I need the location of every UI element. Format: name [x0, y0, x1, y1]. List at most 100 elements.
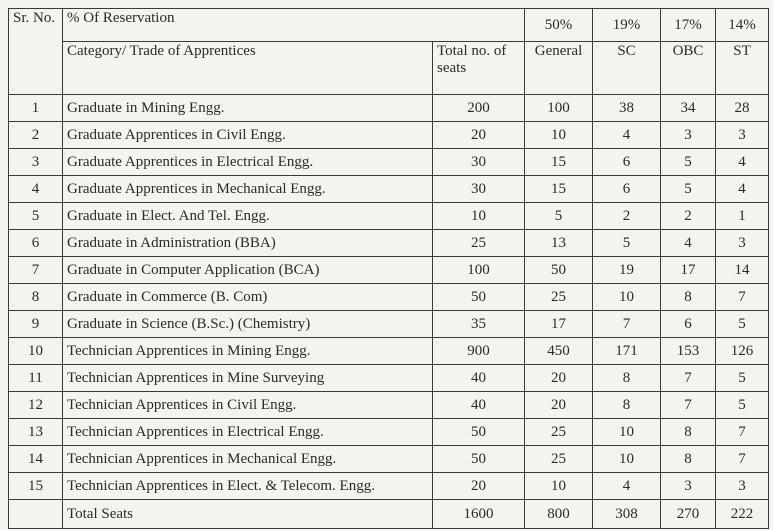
- value-cell: 6: [592, 148, 661, 176]
- data-row: 10 Technician Apprentices in Mining Engg.…: [8, 337, 769, 365]
- value-cell: 10: [524, 121, 593, 149]
- value-cell: 10: [592, 283, 661, 311]
- total-label: Total Seats: [62, 499, 433, 529]
- value-cell: 4: [715, 175, 769, 203]
- value-cell: 4: [8, 175, 63, 203]
- data-row: 1 Graduate in Mining Engg. 200 100 38 34 28: [8, 94, 769, 122]
- total-row: Total Seats 1600 800 308 270 222: [8, 499, 769, 529]
- value-cell: 5: [524, 202, 593, 230]
- value-cell: 8: [660, 283, 716, 311]
- value-cell: 38: [592, 94, 661, 122]
- value-cell: 5: [8, 202, 63, 230]
- value-cell: 15: [524, 175, 593, 203]
- value-cell: 153: [660, 337, 716, 365]
- category-cell: Technician Apprentices in Mine Surveying: [62, 364, 433, 392]
- value-cell: 30: [432, 175, 525, 203]
- value-cell: 50: [524, 256, 593, 284]
- value-cell: 40: [432, 391, 525, 419]
- value-cell: 17: [660, 256, 716, 284]
- value-cell: 13: [524, 229, 593, 257]
- value-cell: 20: [432, 472, 525, 500]
- value-cell: 900: [432, 337, 525, 365]
- value-cell: 30: [432, 148, 525, 176]
- category-cell: Graduate Apprentices in Electrical Engg.: [62, 148, 433, 176]
- value-cell: 5: [715, 391, 769, 419]
- value-cell: 10: [432, 202, 525, 230]
- value-cell: 28: [715, 94, 769, 122]
- header-cell: % Of Reservation: [62, 8, 525, 42]
- value-cell: 126: [715, 337, 769, 365]
- value-cell: 7: [715, 445, 769, 473]
- value-cell: 17: [524, 310, 593, 338]
- value-cell: 15: [524, 148, 593, 176]
- category-cell: Graduate Apprentices in Civil Engg.: [62, 121, 433, 149]
- header-cell: Category/ Trade of Apprentices: [62, 41, 433, 95]
- data-row: 7 Graduate in Computer Application (BCA) 1…: [8, 256, 769, 284]
- header-cell: 17%: [660, 8, 716, 42]
- data-row: 2 Graduate Apprentices in Civil Engg. 20 10…: [8, 121, 769, 149]
- value-cell: 4: [592, 472, 661, 500]
- value-cell: 200: [432, 94, 525, 122]
- data-row: 15 Technician Apprentices in Elect. & Tel…: [8, 472, 769, 500]
- value-cell: 8: [592, 364, 661, 392]
- value-cell: 1: [8, 94, 63, 122]
- data-row: 6 Graduate in Administration (BBA) 25 13 5 4 3: [8, 229, 769, 257]
- value-cell: 7: [660, 391, 716, 419]
- header-cell: 14%: [715, 8, 769, 42]
- total-value: 800: [524, 499, 593, 529]
- header-cell: ST: [715, 41, 769, 95]
- value-cell: 171: [592, 337, 661, 365]
- value-cell: 10: [8, 337, 63, 365]
- category-cell: Technician Apprentices in Elect. & Telec…: [62, 472, 433, 500]
- header-row: Category/ Trade of Apprentices Total no.…: [9, 41, 769, 95]
- value-cell: 100: [432, 256, 525, 284]
- value-cell: 25: [524, 445, 593, 473]
- empty-cell: [8, 499, 63, 529]
- value-cell: 50: [432, 283, 525, 311]
- header-cell: Sr. No.: [8, 8, 63, 95]
- value-cell: 3: [715, 472, 769, 500]
- value-cell: 2: [8, 121, 63, 149]
- value-cell: 3: [715, 229, 769, 257]
- value-cell: 20: [524, 364, 593, 392]
- reservation-table: Sr. No. % Of Reservation 50% 19% 17% 14%…: [8, 8, 769, 529]
- value-cell: 4: [660, 229, 716, 257]
- value-cell: 20: [432, 121, 525, 149]
- value-cell: 35: [432, 310, 525, 338]
- value-cell: 11: [8, 364, 63, 392]
- data-row: 13 Technician Apprentices in Electrical E…: [8, 418, 769, 446]
- value-cell: 7: [660, 364, 716, 392]
- data-row: 12 Technician Apprentices in Civil Engg. 4…: [8, 391, 769, 419]
- value-cell: 3: [660, 121, 716, 149]
- value-cell: 5: [715, 364, 769, 392]
- value-cell: 5: [592, 229, 661, 257]
- value-cell: 25: [524, 418, 593, 446]
- value-cell: 5: [715, 310, 769, 338]
- value-cell: 5: [660, 148, 716, 176]
- value-cell: 10: [524, 472, 593, 500]
- value-cell: 5: [660, 175, 716, 203]
- value-cell: 13: [8, 418, 63, 446]
- value-cell: 50: [432, 445, 525, 473]
- data-row: 9 Graduate in Science (B.Sc.) (Chemistry)…: [8, 310, 769, 338]
- total-value: 1600: [432, 499, 525, 529]
- value-cell: 25: [524, 283, 593, 311]
- data-row: 3 Graduate Apprentices in Electrical Engg…: [8, 148, 769, 176]
- value-cell: 50: [432, 418, 525, 446]
- value-cell: 450: [524, 337, 593, 365]
- value-cell: 8: [660, 445, 716, 473]
- value-cell: 14: [8, 445, 63, 473]
- value-cell: 2: [592, 202, 661, 230]
- header-cell: 50%: [524, 8, 593, 42]
- value-cell: 3: [8, 148, 63, 176]
- header-cell: Total no. of seats: [432, 41, 525, 95]
- category-cell: Graduate in Mining Engg.: [62, 94, 433, 122]
- value-cell: 100: [524, 94, 593, 122]
- category-cell: Graduate in Commerce (B. Com): [62, 283, 433, 311]
- value-cell: 2: [660, 202, 716, 230]
- data-row: 4 Graduate Apprentices in Mechanical Engg…: [8, 175, 769, 203]
- value-cell: 20: [524, 391, 593, 419]
- header-cell: 19%: [592, 8, 661, 42]
- value-cell: 40: [432, 364, 525, 392]
- value-cell: 10: [592, 418, 661, 446]
